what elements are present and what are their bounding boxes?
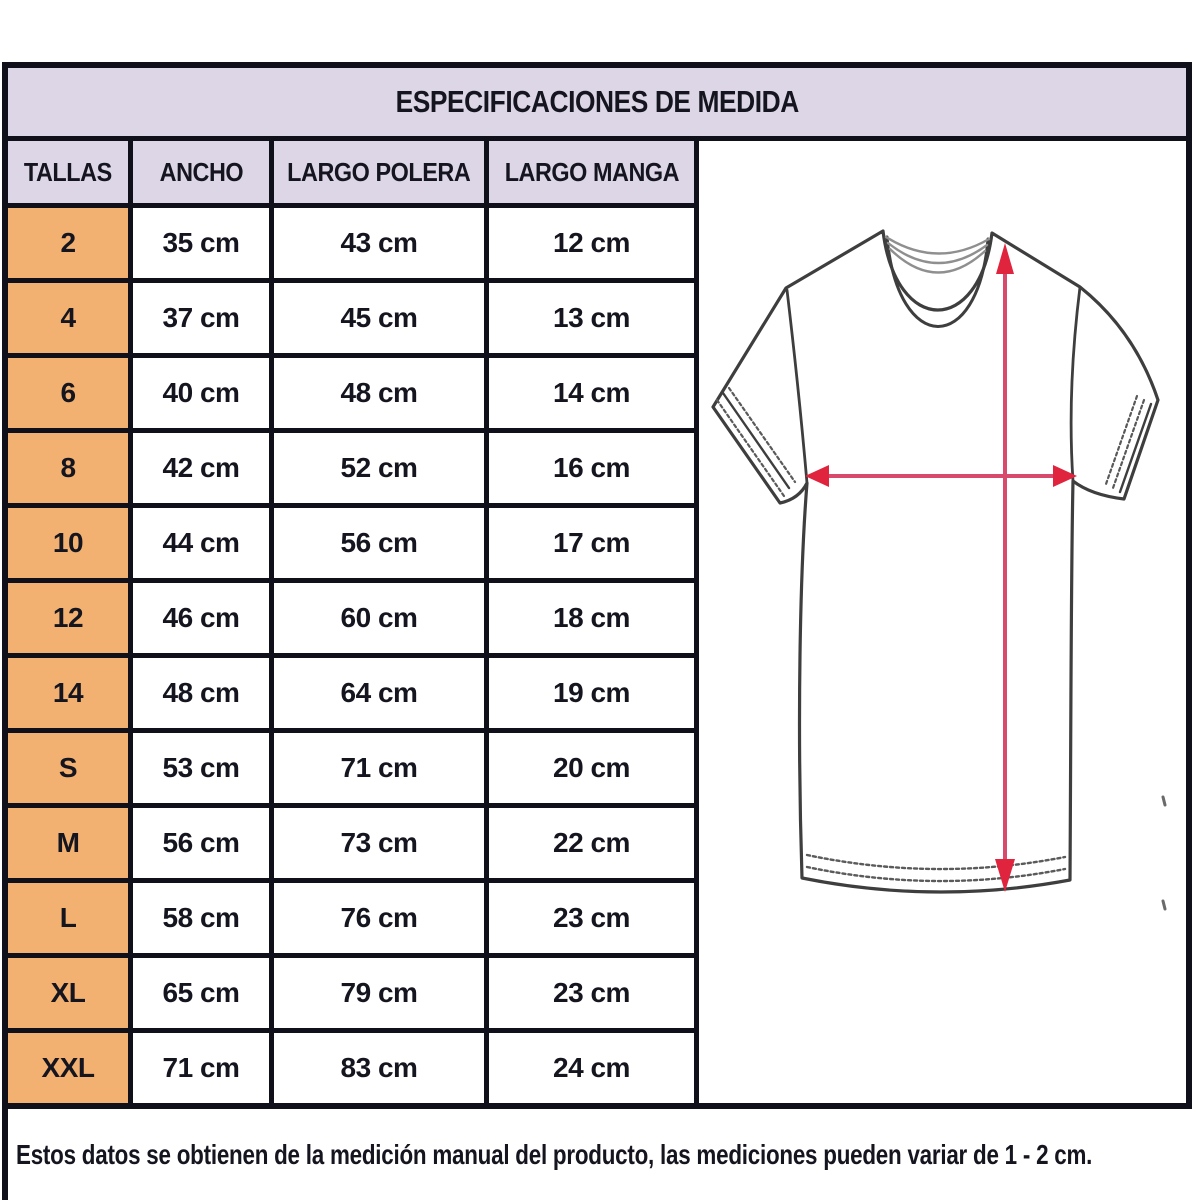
measurement-cell: 20 cm: [489, 733, 694, 803]
collar-inner-line: [885, 235, 990, 328]
measurement-cell: 23 cm: [489, 958, 694, 1028]
measurement-cell: 71 cm: [133, 1033, 269, 1103]
measurement-cell: 45 cm: [274, 283, 484, 353]
measurement-cell: 13 cm: [489, 283, 694, 353]
size-label-cell: XXL: [8, 1033, 128, 1103]
measurement-cell: 79 cm: [274, 958, 484, 1028]
measurement-cell: 64 cm: [274, 658, 484, 728]
measurement-cell: 22 cm: [489, 808, 694, 878]
measurement-disclaimer: Estos datos se obtienen de la medición m…: [2, 1109, 1200, 1200]
size-label-cell: XL: [8, 958, 128, 1028]
measurement-cell: 19 cm: [489, 658, 694, 728]
measurement-cell: 56 cm: [274, 508, 484, 578]
size-label-cell: S: [8, 733, 128, 803]
measurement-cell: 83 cm: [274, 1033, 484, 1103]
size-label-cell: 10: [8, 508, 128, 578]
size-label-cell: 4: [8, 283, 128, 353]
column-header-tallas: TALLAS: [8, 141, 128, 203]
measurement-cell: 46 cm: [133, 583, 269, 653]
measurement-cell: 56 cm: [133, 808, 269, 878]
measurement-cell: 17 cm: [489, 508, 694, 578]
measurement-cell: 12 cm: [489, 208, 694, 278]
tshirt-outline: [711, 229, 1160, 894]
measurement-cell: 52 cm: [274, 433, 484, 503]
measurement-cell: 53 cm: [133, 733, 269, 803]
size-label-cell: 6: [8, 358, 128, 428]
measurement-cell: 37 cm: [133, 283, 269, 353]
size-label-cell: 2: [8, 208, 128, 278]
length-arrow: [995, 243, 1015, 892]
measurement-cell: 76 cm: [274, 883, 484, 953]
tshirt-diagram-svg: [711, 229, 1167, 911]
measurement-cell: 58 cm: [133, 883, 269, 953]
table-title: ESPECIFICACIONES DE MEDIDA: [8, 68, 1186, 136]
measurement-cell: 65 cm: [133, 958, 269, 1028]
measurement-cell: 14 cm: [489, 358, 694, 428]
right-cuff-stitching: [1104, 394, 1153, 494]
size-label-cell: L: [8, 883, 128, 953]
measurement-disclaimer-text: Estos datos se obtienen de la medición m…: [16, 1138, 1093, 1170]
measurement-cell: 23 cm: [489, 883, 694, 953]
measurement-cell: 71 cm: [274, 733, 484, 803]
tshirt-measurement-diagram: [699, 141, 1186, 1103]
measurement-cell: 43 cm: [274, 208, 484, 278]
measurement-cell: 73 cm: [274, 808, 484, 878]
size-label-cell: M: [8, 808, 128, 878]
armhole-seams: [785, 285, 1082, 485]
hem-stitching: [805, 853, 1067, 883]
width-arrow: [805, 465, 1077, 487]
measurement-cell: 42 cm: [133, 433, 269, 503]
measurement-cell: 60 cm: [274, 583, 484, 653]
size-label-cell: 12: [8, 583, 128, 653]
measurement-cell: 48 cm: [274, 358, 484, 428]
table-title-text: ESPECIFICACIONES DE MEDIDA: [395, 84, 799, 119]
left-cuff-stitching: [715, 386, 797, 498]
size-spec-table: ESPECIFICACIONES DE MEDIDA TALLAS ANCHO …: [2, 62, 1192, 1109]
measurement-cell: 44 cm: [133, 508, 269, 578]
column-header-ancho: ANCHO: [133, 141, 269, 203]
size-label-cell: 8: [8, 433, 128, 503]
stray-marks: [1161, 795, 1167, 911]
column-header-largo-polera: LARGO POLERA: [274, 141, 484, 203]
measurement-cell: 35 cm: [133, 208, 269, 278]
column-header-largo-manga: LARGO MANGA: [489, 141, 694, 203]
measurement-cell: 24 cm: [489, 1033, 694, 1103]
measurement-cell: 16 cm: [489, 433, 694, 503]
measurement-cell: 48 cm: [133, 658, 269, 728]
measurement-cell: 18 cm: [489, 583, 694, 653]
measurement-cell: 40 cm: [133, 358, 269, 428]
collar-ribbing-lines: [884, 235, 991, 274]
size-label-cell: 14: [8, 658, 128, 728]
